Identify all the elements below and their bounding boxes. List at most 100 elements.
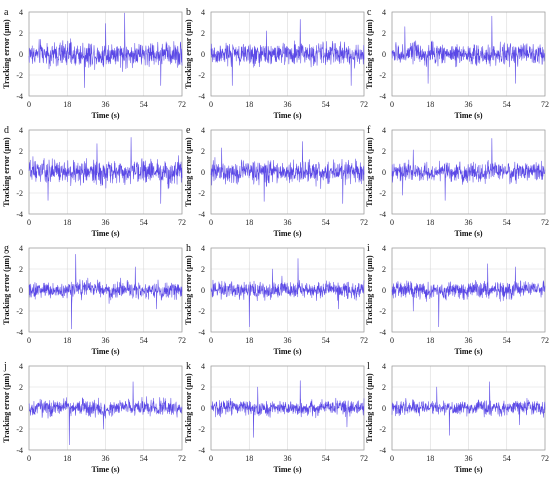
y-tick-label: -2	[198, 307, 205, 316]
x-axis-label: Time (s)	[454, 465, 482, 474]
x-tick-label: 72	[360, 100, 368, 109]
panel-label: f	[367, 125, 371, 136]
y-tick-label: 2	[382, 265, 386, 274]
x-tick-label: 36	[465, 218, 473, 227]
x-tick-label: 18	[245, 218, 253, 227]
y-tick-label: -4	[16, 92, 23, 101]
x-tick-label: 18	[63, 336, 71, 345]
y-tick-label: 0	[201, 50, 205, 59]
x-tick-label: 18	[245, 100, 253, 109]
y-tick-label: 2	[382, 29, 386, 38]
y-tick-label: 4	[382, 362, 386, 371]
y-tick-label: -4	[198, 210, 205, 219]
tracking-error-trace	[210, 141, 365, 204]
panel-k: k 4 2 0 -2 -4 0 18 36 54 72 Time (s) Tracking error …	[184, 361, 368, 474]
y-tick-label: 4	[201, 8, 205, 17]
x-tick-label: 0	[27, 336, 31, 345]
tracking-error-trace	[28, 381, 183, 446]
y-axis-label: Tracking error (μm)	[184, 137, 193, 207]
y-tick-label: -4	[379, 92, 386, 101]
y-tick-label: 2	[201, 265, 205, 274]
x-tick-label: 0	[27, 100, 31, 109]
y-tick-label: 0	[19, 286, 23, 295]
x-axis-label: Time (s)	[91, 229, 119, 238]
panel-label: i	[367, 243, 370, 254]
y-tick-label: -2	[16, 307, 23, 316]
x-tick-label: 18	[426, 336, 434, 345]
x-tick-label: 18	[245, 454, 253, 463]
y-tick-label: 0	[201, 286, 205, 295]
tracking-error-trace	[210, 19, 365, 86]
x-tick-label: 36	[465, 100, 473, 109]
y-tick-label: 2	[19, 383, 23, 392]
y-tick-label: 2	[19, 147, 23, 156]
panel-label: a	[4, 7, 9, 18]
tracking-error-trace	[28, 137, 183, 204]
x-tick-label: 0	[209, 454, 213, 463]
y-tick-label: 0	[382, 286, 386, 295]
x-tick-label: 54	[503, 454, 511, 463]
x-tick-label: 72	[360, 218, 368, 227]
x-tick-label: 72	[360, 454, 368, 463]
x-tick-label: 0	[209, 218, 213, 227]
y-tick-label: 4	[19, 244, 23, 253]
x-tick-label: 18	[245, 336, 253, 345]
tracking-error-trace	[210, 258, 365, 328]
x-tick-label: 72	[178, 454, 186, 463]
y-tick-label: -4	[16, 328, 23, 337]
x-tick-label: 0	[27, 454, 31, 463]
x-tick-label: 0	[209, 336, 213, 345]
y-tick-label: 4	[19, 8, 23, 17]
y-tick-label: -2	[198, 425, 205, 434]
x-tick-label: 54	[322, 454, 330, 463]
tracking-error-trace	[391, 138, 546, 201]
y-tick-label: -2	[16, 189, 23, 198]
x-tick-label: 36	[284, 336, 292, 345]
y-tick-label: 0	[19, 168, 23, 177]
y-tick-label: 2	[201, 29, 205, 38]
x-tick-label: 72	[178, 100, 186, 109]
y-tick-label: -4	[198, 92, 205, 101]
x-tick-label: 0	[390, 454, 394, 463]
y-tick-label: 0	[382, 404, 386, 413]
y-tick-label: 0	[201, 168, 205, 177]
y-tick-label: 2	[201, 383, 205, 392]
x-tick-label: 72	[541, 454, 549, 463]
panel-c: c 4 2 0 -2 -4 0 18 36 54 72 Time (s) Tracking error …	[365, 7, 549, 120]
x-tick-label: 54	[503, 218, 511, 227]
panel-label: b	[186, 7, 191, 18]
y-tick-label: 4	[19, 126, 23, 135]
y-axis-label: Tracking error (μm)	[2, 137, 11, 207]
panel-l: l 4 2 0 -2 -4 0 18 36 54 72 Time (s) Tracking error …	[365, 361, 549, 474]
y-tick-label: 4	[382, 126, 386, 135]
x-tick-label: 54	[322, 336, 330, 345]
y-tick-label: -2	[198, 71, 205, 80]
x-tick-label: 54	[503, 336, 511, 345]
y-tick-label: 2	[19, 29, 23, 38]
panel-label: l	[367, 361, 370, 372]
y-tick-label: -4	[16, 446, 23, 455]
y-axis-label: Tracking error (μm)	[184, 255, 193, 325]
x-axis-label: Time (s)	[454, 347, 482, 356]
y-tick-label: 0	[19, 50, 23, 59]
x-axis-label: Time (s)	[91, 111, 119, 120]
panel-a: a 4 2 0 -2 -4 0 18 36 54 72 Time (s) Tracking error …	[2, 7, 186, 120]
y-tick-label: -4	[379, 446, 386, 455]
x-axis-label: Time (s)	[273, 111, 301, 120]
y-axis-label: Tracking error (μm)	[2, 373, 11, 443]
x-tick-label: 18	[63, 100, 71, 109]
y-tick-label: 4	[19, 362, 23, 371]
y-axis-label: Tracking error (μm)	[2, 19, 11, 89]
y-tick-label: 0	[201, 404, 205, 413]
x-tick-label: 0	[27, 218, 31, 227]
panel-i: i 4 2 0 -2 -4 0 18 36 54 72 Time (s) Tracking error …	[365, 243, 549, 356]
panel-label: g	[4, 243, 9, 254]
x-tick-label: 36	[102, 218, 110, 227]
tracking-error-trace	[391, 263, 546, 328]
panel-e: e 4 2 0 -2 -4 0 18 36 54 72 Time (s) Tracking error …	[184, 125, 368, 238]
x-tick-label: 36	[102, 100, 110, 109]
tracking-error-trace	[210, 380, 365, 438]
panel-label: h	[186, 243, 191, 254]
y-tick-label: 2	[201, 147, 205, 156]
y-tick-label: -2	[16, 425, 23, 434]
